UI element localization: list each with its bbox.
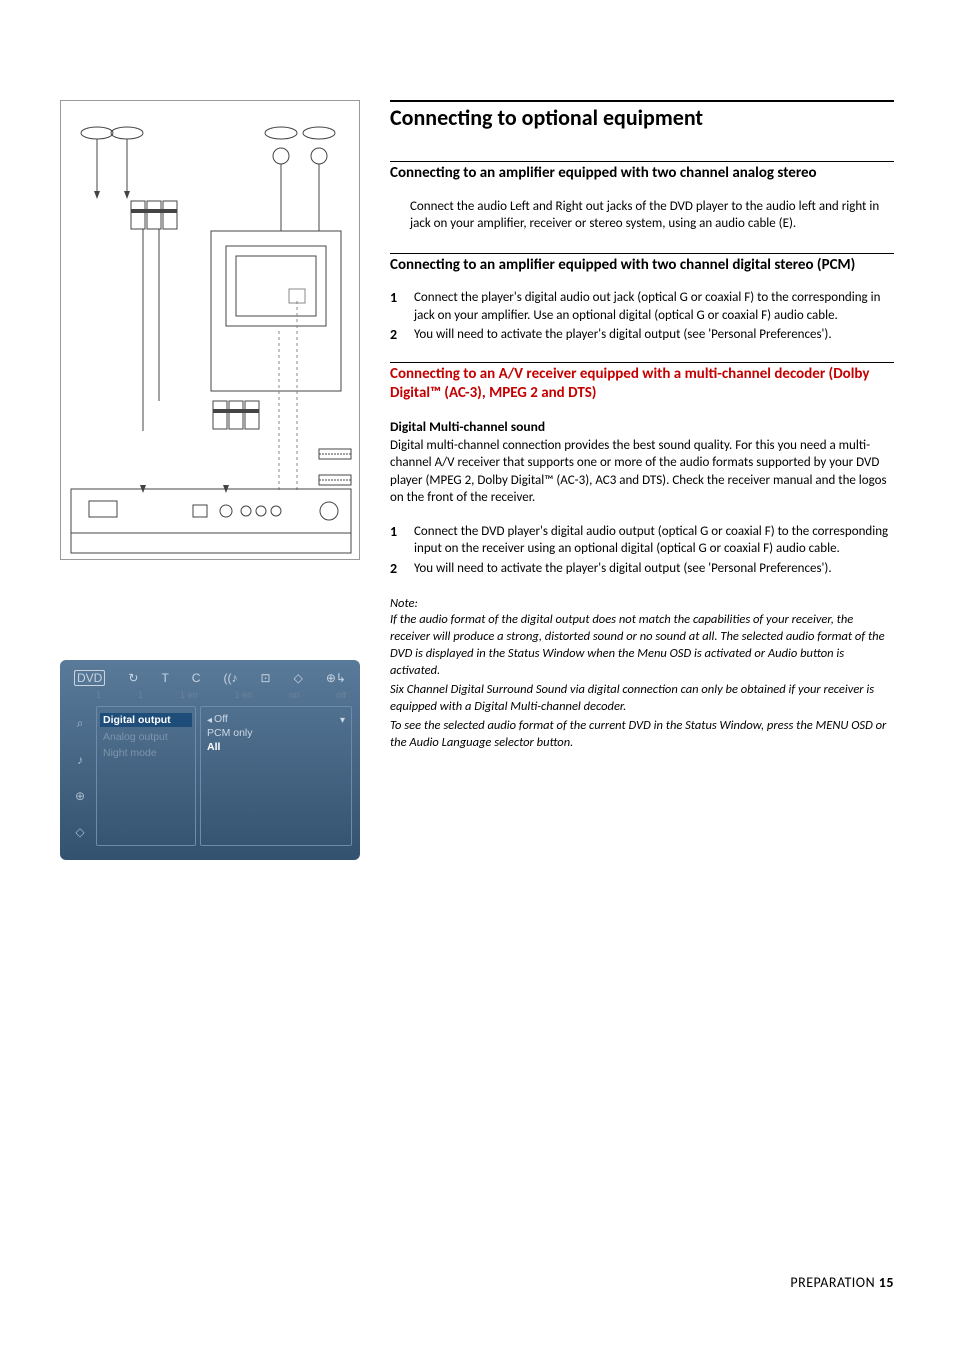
menu-side-icons: ⌕ ♪ ⊕ ◇ [68,706,92,846]
menu-label-row: 1 1 1 en 1 en no off [68,690,352,706]
side-icon-audio: ♪ [77,753,83,767]
menu-right-panel: ◂ Off ▾ PCM only All [200,706,352,846]
section3-title: Connecting to an A/V receiver equipped w… [390,362,894,404]
step-number: 1 [390,523,402,558]
option-off: Off [214,713,338,725]
section2-steps: 1 Connect the player's digital audio out… [390,289,894,344]
connection-diagram [60,100,360,560]
note-1: If the audio format of the digital outpu… [390,612,894,680]
page-number: 15 [879,1274,894,1291]
menu-item-night-mode: Night mode [103,747,189,759]
side-icon-zoom: ⊕ [75,789,85,803]
footer: PREPARATION 15 [790,1274,894,1291]
section3-step1: Connect the DVD player's digital audio o… [414,523,894,558]
section1-paragraph: Connect the audio Left and Right out jac… [410,198,894,233]
page-title: Connecting to optional equipment [390,100,894,131]
section2-step2: You will need to activate the player's d… [414,326,832,344]
section3-step2: You will need to activate the player's d… [414,560,832,578]
section1-title: Connecting to an amplifier equipped with… [390,161,894,184]
note-2: Six Channel Digital Surround Sound via d… [390,682,894,716]
section2-title: Connecting to an amplifier equipped with… [390,253,894,276]
section3-steps: 1 Connect the DVD player's digital audio… [390,523,894,578]
subtitle-icon: ⊡ [261,671,271,685]
menu-item-digital-output: Digital output [100,713,192,727]
step-number: 2 [390,326,402,344]
section3-subhead: Digital Multi-channel sound [390,418,894,435]
footer-section-label: PREPARATION [790,1274,875,1291]
dvd-label: DVD [74,670,105,686]
step-number: 2 [390,560,402,578]
left-arrow-icon: ◂ [207,715,212,726]
reload-icon: ↻ [128,671,138,685]
section2-step1: Connect the player's digital audio out j… [414,289,894,324]
title-icon: T [161,671,168,685]
chapter-icon: C [192,671,201,685]
menu-item-analog-output: Analog output [103,731,189,743]
down-arrow-icon: ▾ [340,715,345,726]
step-number: 1 [390,289,402,324]
option-all: All [207,741,345,753]
section3-paragraph: Digital multi-channel connection provide… [390,437,894,507]
zoom-icon: ⊕↳ [326,671,346,685]
side-icon-angle: ◇ [75,825,84,839]
angle-icon: ◇ [294,671,303,685]
note-3: To see the selected audio format of the … [390,718,894,752]
option-pcm-only: PCM only [207,727,345,739]
menu-left-panel: Digital output Analog output Night mode [96,706,196,846]
menu-icon-row: DVD ↻ T C ((♪ ⊡ ◇ ⊕↳ [68,668,352,690]
osd-menu-screenshot: DVD ↻ T C ((♪ ⊡ ◇ ⊕↳ 1 1 1 en 1 en no of… [60,660,360,860]
note-label: Note: [390,596,894,613]
side-icon-search: ⌕ [77,716,84,731]
audio-icon: ((♪ [223,671,237,685]
